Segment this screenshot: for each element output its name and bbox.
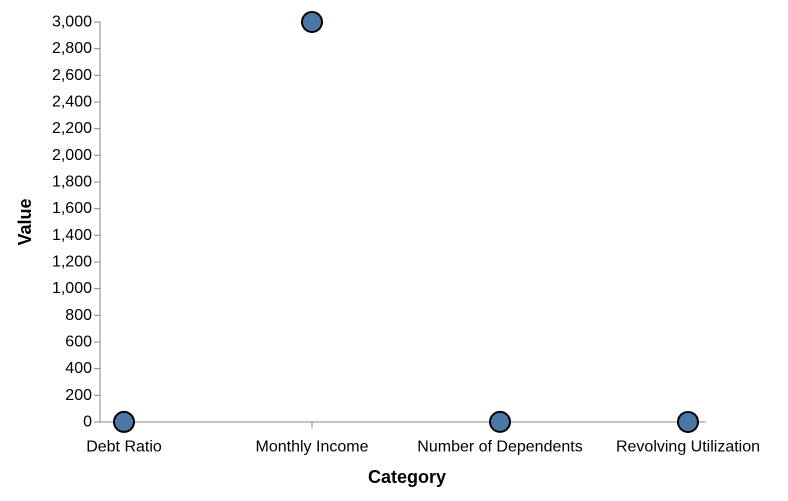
y-tick-label: 1,000 bbox=[52, 280, 92, 297]
data-point bbox=[301, 11, 323, 33]
data-point bbox=[113, 410, 135, 433]
y-tick-label: 800 bbox=[65, 307, 92, 324]
y-axis-title: Value bbox=[15, 198, 35, 245]
data-point bbox=[677, 410, 699, 433]
y-tick-label: 0 bbox=[83, 414, 92, 431]
x-tick-label: Debt Ratio bbox=[86, 439, 162, 456]
y-tick-label: 2,400 bbox=[52, 94, 92, 111]
x-tick-label: Monthly Income bbox=[256, 439, 369, 456]
y-tick-label: 2,800 bbox=[52, 40, 92, 57]
x-tick-label: Revolving Utilization bbox=[616, 439, 760, 456]
x-tick-group: Debt Ratio Monthly Income Number of Depend… bbox=[86, 422, 760, 456]
x-tick-label: Number of Dependents bbox=[417, 439, 582, 456]
y-tick-label: 1,200 bbox=[52, 254, 92, 271]
data-point bbox=[489, 410, 511, 433]
y-tick-label: 2,000 bbox=[52, 147, 92, 164]
y-tick-label: 200 bbox=[65, 387, 92, 404]
y-tick-label: 400 bbox=[65, 360, 92, 377]
y-tick-label: 600 bbox=[65, 334, 92, 351]
y-tick-label: 1,600 bbox=[52, 200, 92, 217]
y-tick-label: 2,600 bbox=[52, 67, 92, 84]
y-tick-label: 1,800 bbox=[52, 174, 92, 191]
y-tick-label: 3,000 bbox=[52, 14, 92, 31]
y-tick-label: 1,400 bbox=[52, 227, 92, 244]
data-points bbox=[113, 11, 699, 433]
y-tick-group: 0 200 400 600 800 1,000 1,200 1,400 1,600 1,800 2,… bbox=[52, 14, 100, 431]
y-axis: 0 200 400 600 800 1,000 1,200 1,400 1,600 1,800 2,… bbox=[52, 14, 101, 431]
x-axis-title: Category bbox=[368, 467, 446, 487]
x-axis: Debt Ratio Monthly Income Number of Depend… bbox=[86, 421, 760, 456]
y-tick-label: 2,200 bbox=[52, 120, 92, 137]
